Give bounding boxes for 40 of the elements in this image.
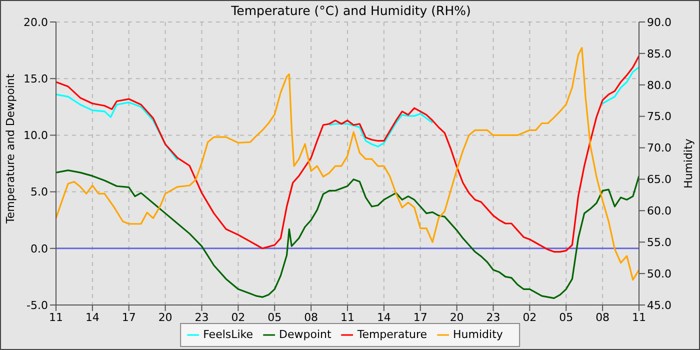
x-tick-label: 14 — [376, 310, 391, 324]
x-tick-label: 17 — [122, 310, 136, 324]
y2-tick-label: 60.0 — [647, 204, 672, 218]
x-tick-label: 14 — [85, 310, 100, 324]
y2-tick-label: 80.0 — [647, 78, 672, 92]
x-tick-label: 20 — [158, 310, 172, 324]
x-tick-label: 08 — [304, 310, 318, 324]
x-tick-label: 05 — [559, 310, 574, 324]
y2-tick-label: 50.0 — [647, 267, 672, 280]
x-tick-label: 23 — [194, 310, 209, 324]
y2-axis-title: Humidity — [682, 138, 695, 188]
y2-tick-label: 90.0 — [647, 16, 672, 29]
y-tick-label: 15.0 — [24, 72, 48, 86]
y2-tick-label: 70.0 — [647, 142, 672, 155]
y-tick-label: 5.0 — [30, 186, 48, 199]
y2-tick-label: 55.0 — [647, 236, 672, 250]
y2-tick-label: 45.0 — [647, 298, 672, 312]
x-tick-label: 05 — [268, 310, 282, 324]
y2-tick-label: 85.0 — [647, 47, 672, 60]
x-tick-label: 20 — [450, 310, 464, 324]
x-tick-label: 11 — [49, 310, 63, 324]
y2-tick-label: 75.0 — [647, 110, 672, 124]
x-tick-label: 11 — [340, 310, 354, 324]
legend-label: Dewpoint — [279, 328, 332, 341]
legend-label: Temperature — [357, 328, 428, 341]
x-tick-label: 08 — [596, 310, 610, 324]
x-tick-label: 23 — [486, 310, 500, 324]
legend-label: Humidity — [453, 328, 503, 341]
y-tick-label: 20.0 — [24, 16, 48, 29]
y-tick-label: 0.0 — [30, 242, 48, 256]
legend-label: FeelsLike — [203, 328, 254, 341]
y2-tick-label: 65.0 — [647, 173, 672, 186]
y-tick-label: -5.0 — [26, 298, 48, 312]
y-tick-label: 10.0 — [24, 129, 48, 142]
chart-title: Temperature (°C) and Humidity (RH%) — [231, 3, 471, 18]
x-tick-label: 02 — [522, 310, 537, 324]
x-tick-label: 02 — [231, 310, 246, 324]
x-tick-label: 11 — [632, 310, 646, 324]
x-tick-label: 17 — [413, 310, 428, 324]
y-axis-title: Temperature and Dewpoint — [4, 73, 17, 224]
